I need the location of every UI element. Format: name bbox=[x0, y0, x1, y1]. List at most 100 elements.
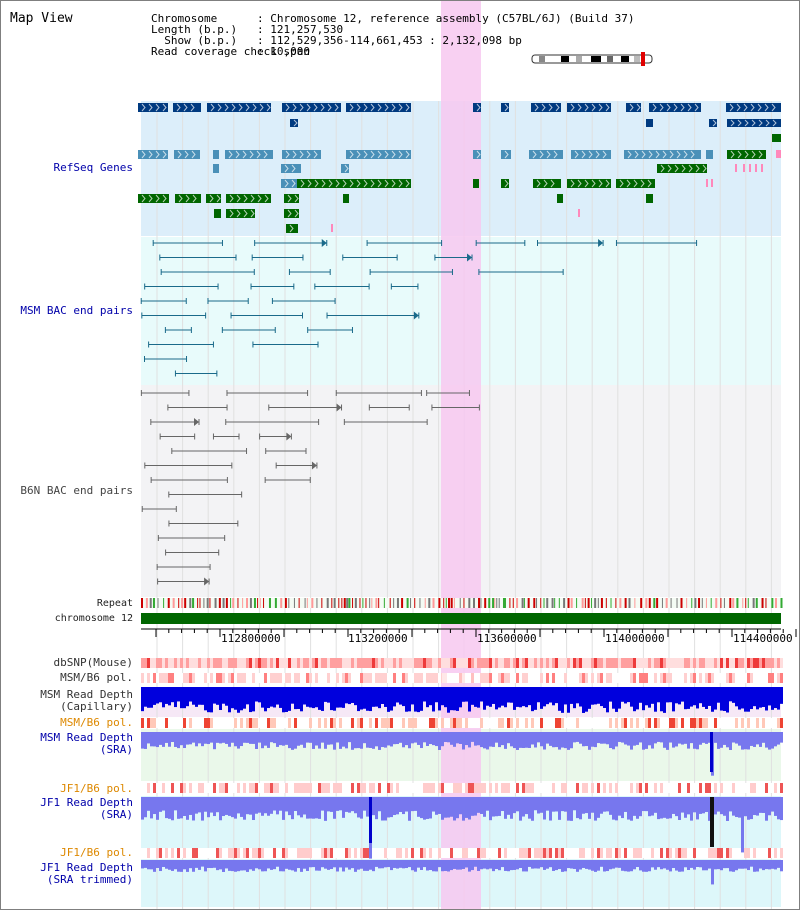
track-label-msm-depth-sra[interactable]: MSM Read Depth (SRA) bbox=[40, 731, 133, 756]
gene-chevron bbox=[190, 103, 195, 112]
repeat-mark bbox=[665, 598, 668, 608]
heatmap-cell bbox=[582, 783, 585, 793]
heatmap-cell bbox=[492, 658, 495, 668]
heatmap-cell bbox=[309, 658, 312, 668]
heatmap-cell bbox=[198, 658, 201, 668]
repeat-mark bbox=[157, 598, 159, 608]
repeat-mark bbox=[163, 598, 165, 608]
track-label-jf1-depth-trimmed[interactable]: JF1 Read Depth (SRA trimmed) bbox=[40, 861, 133, 886]
gene-chevron bbox=[633, 179, 638, 188]
heatmap-cell bbox=[750, 848, 753, 858]
heatmap-cell bbox=[474, 658, 477, 668]
heatmap-cell bbox=[177, 658, 180, 668]
depth-bar bbox=[480, 860, 483, 870]
depth-bar bbox=[651, 860, 654, 868]
track-label-jf1-depth-sra[interactable]: JF1 Read Depth (SRA) bbox=[40, 796, 133, 821]
gene-chevron bbox=[284, 164, 289, 173]
gene-chevron bbox=[636, 103, 641, 112]
track-label-jf1-pol-1[interactable]: JF1/B6 pol. bbox=[60, 782, 133, 795]
gene-chevron bbox=[737, 119, 742, 127]
heatmap-cell bbox=[333, 673, 336, 683]
depth-bar bbox=[246, 687, 249, 705]
depth-bar bbox=[222, 797, 225, 817]
depth-bar bbox=[219, 687, 222, 711]
heatmap-cell bbox=[372, 658, 375, 668]
depth-bar bbox=[699, 687, 702, 704]
heatmap-cell bbox=[327, 783, 330, 793]
gene-chevron bbox=[598, 103, 603, 112]
depth-bar bbox=[183, 687, 186, 709]
gene-chevron bbox=[342, 179, 347, 188]
gene-chevron bbox=[176, 103, 181, 112]
gene-chevron bbox=[694, 103, 699, 112]
repeat-mark bbox=[533, 598, 536, 608]
heatmap-cell bbox=[270, 673, 273, 683]
depth-bar bbox=[324, 860, 327, 869]
repeat-mark bbox=[298, 598, 300, 608]
repeat-mark bbox=[453, 598, 455, 608]
depth-bar bbox=[537, 797, 540, 814]
depth-bar bbox=[615, 797, 618, 821]
depth-bar bbox=[687, 797, 690, 815]
heatmap-cell bbox=[753, 848, 756, 858]
heatmap-cell bbox=[315, 848, 318, 858]
heatmap-cell bbox=[627, 658, 630, 668]
track-label-msm-pol-2[interactable]: MSM/B6 pol. bbox=[60, 716, 133, 729]
track-label-dbsnp[interactable]: dbSNP(Mouse) bbox=[53, 656, 133, 669]
heatmap-cell bbox=[276, 658, 279, 668]
gene-chevron bbox=[292, 103, 297, 112]
heatmap-cell bbox=[588, 783, 591, 793]
track-label-msm-bac[interactable]: MSM BAC end pairs bbox=[20, 304, 133, 317]
bac-end-arrow bbox=[311, 461, 317, 470]
heatmap-cell bbox=[480, 783, 483, 793]
gene-chevron bbox=[669, 150, 674, 159]
track-label-msm-pol-1[interactable]: MSM/B6 pol. bbox=[60, 671, 133, 684]
depth-bar bbox=[471, 797, 474, 816]
repeat-mark bbox=[197, 598, 199, 608]
heatmap-cell bbox=[204, 658, 207, 668]
depth-bar bbox=[600, 687, 603, 707]
heatmap-cell bbox=[486, 783, 489, 793]
heatmap-cell bbox=[714, 673, 717, 683]
track-label-b6n-bac[interactable]: B6N BAC end pairs bbox=[20, 484, 133, 497]
heatmap-cell bbox=[393, 783, 396, 793]
depth-bar bbox=[756, 732, 759, 745]
gene-block bbox=[649, 103, 701, 112]
depth-bar bbox=[771, 732, 774, 749]
track-label-msm-depth-capillary[interactable]: MSM Read Depth (Capillary) bbox=[40, 688, 133, 713]
heatmap-cell bbox=[192, 673, 195, 683]
depth-bar bbox=[240, 797, 243, 817]
heatmap-cell bbox=[156, 658, 159, 668]
depth-bar bbox=[273, 797, 276, 811]
heatmap-cell bbox=[186, 673, 189, 683]
bac-end-arrow bbox=[194, 418, 200, 426]
track-label-jf1-pol-2[interactable]: JF1/B6 pol. bbox=[60, 846, 133, 859]
heatmap-cell bbox=[555, 658, 558, 668]
heatmap-cell bbox=[399, 718, 402, 728]
heatmap-cell bbox=[558, 783, 561, 793]
heatmap-cell bbox=[447, 718, 450, 728]
heatmap-cell bbox=[222, 673, 225, 683]
depth-bar bbox=[627, 687, 630, 703]
gene-chevron bbox=[384, 179, 389, 188]
gene-block bbox=[297, 179, 411, 188]
depth-bar bbox=[240, 687, 243, 711]
heatmap-cell bbox=[675, 673, 678, 683]
depth-bar bbox=[762, 797, 765, 813]
track-label-refseq[interactable]: RefSeq Genes bbox=[53, 161, 133, 174]
heatmap-cell bbox=[729, 658, 732, 668]
depth-bar bbox=[462, 860, 465, 870]
repeat-mark bbox=[406, 598, 409, 608]
heatmap-cell bbox=[573, 848, 576, 858]
heatmap-cell bbox=[636, 783, 639, 793]
heatmap-cell bbox=[690, 848, 693, 858]
gene-chevron bbox=[584, 103, 589, 112]
depth-bar bbox=[531, 687, 534, 712]
depth-bar bbox=[321, 687, 324, 711]
gene-block bbox=[281, 179, 297, 188]
depth-bar bbox=[492, 797, 495, 817]
heatmap-cell bbox=[285, 718, 288, 728]
repeat-mark bbox=[502, 598, 505, 608]
depth-bar bbox=[735, 860, 738, 871]
heatmap-cell bbox=[315, 783, 318, 793]
